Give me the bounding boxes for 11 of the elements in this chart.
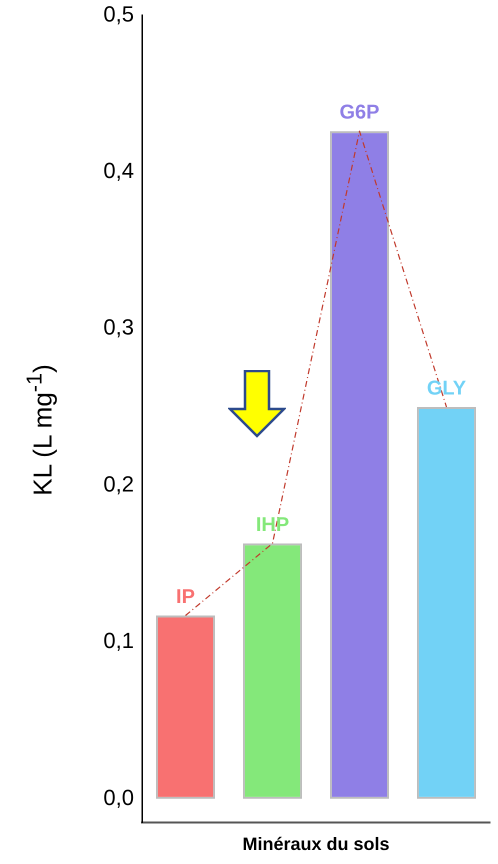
x-tick-label: IHP <box>256 514 290 536</box>
x-axis-title: Minéraux du sols <box>242 834 390 854</box>
y-tick-label: 0,4 <box>103 158 134 183</box>
y-tick-label: 0,2 <box>103 471 134 496</box>
y-tick-label: 0,0 <box>103 784 134 810</box>
y-tick-label: 0,1 <box>103 628 134 654</box>
x-tick-label: IP <box>176 586 195 608</box>
x-tick-label: G6P <box>339 102 380 124</box>
y-tick-label: 0,3 <box>103 314 134 340</box>
y-tick-label: 0,5 <box>103 1 134 26</box>
x-tick-label: GLY <box>426 378 467 400</box>
